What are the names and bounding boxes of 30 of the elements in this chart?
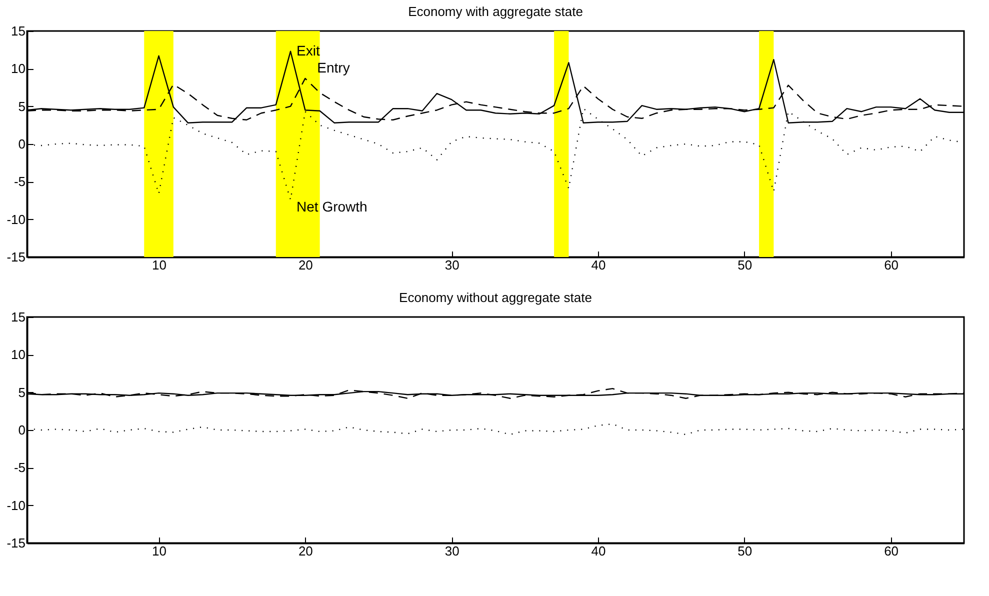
series-label: Exit — [296, 42, 320, 58]
y-tick-label: -10 — [6, 212, 26, 227]
y-tick-label: -15 — [6, 250, 26, 264]
y-tick-label: -5 — [14, 174, 26, 190]
x-tick-label: 10 — [152, 544, 166, 558]
x-tick-label: 30 — [444, 544, 460, 558]
x-tick-label: 60 — [884, 258, 899, 272]
y-tick-label: 15 — [11, 310, 26, 324]
x-tick-label: 30 — [444, 258, 460, 272]
y-tick-label: 15 — [11, 24, 26, 38]
x-tick-label: 50 — [738, 258, 752, 272]
chart-title: Economy with aggregate state — [408, 4, 583, 19]
series-label: Net Growth — [296, 198, 368, 215]
x-tick-label: 10 — [152, 258, 166, 272]
y-tick-label: -5 — [14, 460, 26, 476]
y-tick-label: 0 — [18, 422, 26, 438]
y-tick-label: 10 — [11, 347, 26, 362]
x-tick-label: 20 — [298, 544, 313, 558]
y-tick-label: 5 — [18, 98, 26, 114]
x-tick-label: 60 — [884, 544, 899, 558]
x-tick-label: 50 — [738, 544, 752, 558]
x-tick-label: 40 — [591, 544, 606, 558]
x-tick-label: 20 — [298, 258, 313, 272]
y-tick-label: -10 — [6, 498, 26, 513]
y-tick-label: -15 — [6, 536, 26, 550]
y-tick-label: 10 — [11, 61, 26, 76]
x-tick-label: 40 — [591, 258, 606, 272]
y-tick-label: 5 — [18, 384, 26, 400]
y-tick-label: 0 — [18, 136, 26, 152]
chart-title: Economy without aggregate state — [399, 290, 592, 305]
